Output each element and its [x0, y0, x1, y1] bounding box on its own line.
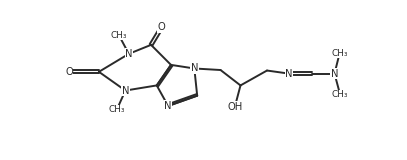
Text: N: N	[122, 86, 129, 96]
Text: N: N	[164, 101, 172, 111]
Text: N: N	[190, 64, 198, 73]
Text: OH: OH	[227, 102, 243, 112]
Text: CH₃: CH₃	[111, 31, 127, 40]
Text: CH₃: CH₃	[332, 90, 348, 99]
Text: O: O	[65, 67, 73, 77]
Text: CH₃: CH₃	[109, 105, 125, 114]
Text: O: O	[158, 22, 166, 32]
Text: N: N	[331, 69, 338, 79]
Text: N: N	[125, 49, 133, 59]
Text: N: N	[285, 69, 293, 79]
Text: CH₃: CH₃	[331, 49, 348, 58]
